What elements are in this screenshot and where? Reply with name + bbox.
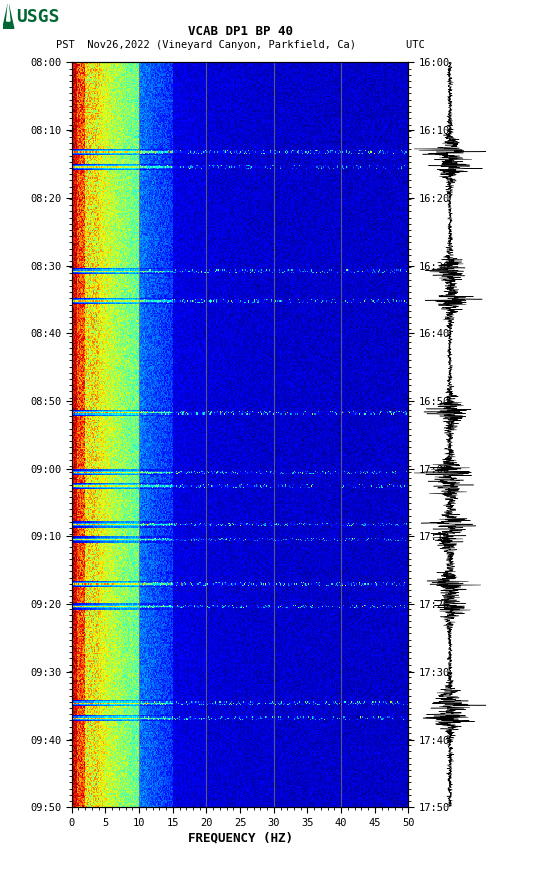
- Polygon shape: [7, 4, 10, 21]
- Text: USGS: USGS: [16, 8, 60, 26]
- Text: PST  Nov26,2022 (Vineyard Canyon, Parkfield, Ca)        UTC: PST Nov26,2022 (Vineyard Canyon, Parkfie…: [56, 39, 424, 50]
- Polygon shape: [3, 4, 14, 29]
- Text: VCAB DP1 BP 40: VCAB DP1 BP 40: [188, 25, 293, 37]
- X-axis label: FREQUENCY (HZ): FREQUENCY (HZ): [188, 832, 293, 845]
